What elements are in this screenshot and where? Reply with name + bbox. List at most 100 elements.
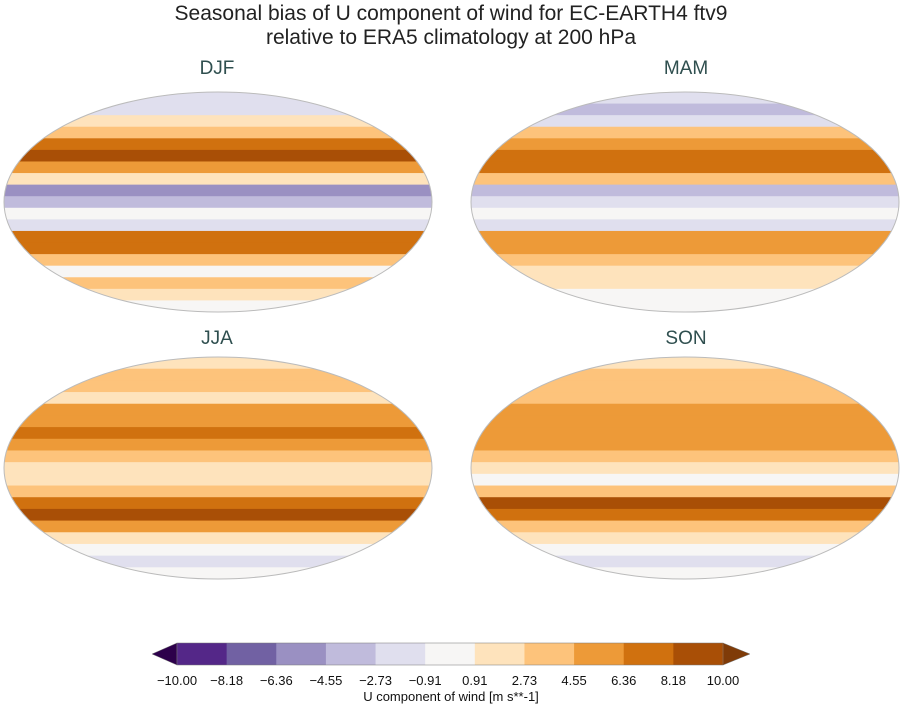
map-jja	[3, 356, 433, 580]
colorbar	[151, 642, 751, 666]
bias-band	[4, 415, 432, 428]
bias-band	[4, 438, 432, 452]
map-djf	[3, 91, 433, 313]
bias-band	[471, 567, 899, 579]
bias-band	[4, 357, 432, 370]
bias-band	[471, 173, 899, 186]
bias-band	[471, 242, 899, 255]
figure-title-line1: Seasonal bias of U component of wind for…	[174, 2, 728, 25]
colorbar-tick-label: −10.00	[156, 673, 198, 688]
panel-title-djf: DJF	[199, 58, 235, 79]
bias-band	[4, 450, 432, 463]
bias-band	[4, 277, 432, 290]
bias-band	[4, 392, 432, 405]
bias-band	[471, 126, 899, 139]
colorbar-tick-label: −4.55	[309, 673, 343, 688]
bias-band	[471, 520, 899, 533]
colorbar-tick-label: −2.73	[359, 673, 392, 688]
bias-band	[4, 288, 432, 302]
colorbar-extend-min	[151, 642, 178, 666]
panel-title-son: SON	[665, 328, 707, 349]
bias-band	[4, 473, 432, 487]
bias-band	[4, 230, 432, 244]
colorbar-segment	[574, 643, 625, 665]
bias-band	[471, 357, 899, 370]
colorbar-segment	[673, 643, 724, 665]
bias-band	[4, 161, 432, 174]
bias-band	[4, 368, 432, 381]
colorbar-tick-label: 6.36	[611, 673, 637, 688]
map-boundary	[3, 356, 433, 580]
bias-band	[471, 427, 899, 440]
bias-band	[471, 138, 899, 151]
bias-band	[4, 265, 432, 278]
colorbar-segment	[474, 643, 525, 665]
panel-title-mam: MAM	[663, 58, 709, 79]
bias-band	[471, 508, 899, 522]
bias-band	[4, 520, 432, 533]
colorbar-tick-label: 8.18	[660, 673, 687, 688]
bias-band	[4, 555, 432, 568]
map-boundary	[470, 91, 900, 313]
bias-band	[4, 497, 432, 510]
bias-band	[4, 242, 432, 255]
bias-band	[4, 219, 432, 232]
bias-band	[4, 543, 432, 557]
colorbar-tick-label: −8.18	[210, 673, 244, 688]
colorbar-segment	[276, 643, 327, 665]
bias-band	[471, 380, 899, 393]
bias-band	[4, 115, 432, 128]
bias-band	[471, 450, 899, 463]
bias-band	[4, 532, 432, 545]
bias-band	[471, 196, 899, 209]
bias-band	[4, 149, 432, 163]
bias-band	[471, 438, 899, 452]
bias-band	[471, 532, 899, 545]
bias-band	[4, 103, 432, 116]
colorbar-tick-label: −6.36	[259, 673, 293, 688]
colorbar-segment	[226, 643, 277, 665]
bias-band	[4, 173, 432, 186]
colorbar-segment	[623, 643, 674, 665]
map-boundary	[470, 356, 900, 580]
bias-band	[4, 92, 432, 105]
colorbar-segment	[425, 643, 476, 665]
bias-band	[4, 462, 432, 475]
bias-band	[471, 230, 899, 244]
bias-band	[471, 485, 899, 498]
bias-band	[471, 161, 899, 174]
bias-band	[4, 207, 432, 220]
bias-band	[4, 427, 432, 440]
bias-band	[471, 254, 899, 267]
bias-band	[471, 277, 899, 290]
bias-band	[471, 207, 899, 220]
bias-band	[4, 184, 432, 197]
colorbar-extend-max	[722, 642, 751, 666]
bias-band	[4, 254, 432, 267]
colorbar-tick-label: 2.73	[511, 673, 538, 688]
bias-band	[4, 508, 432, 522]
bias-band	[471, 368, 899, 381]
map-son	[470, 356, 900, 580]
bias-band	[471, 149, 899, 163]
panel-title-jja: JJA	[201, 328, 233, 349]
bias-band	[4, 300, 432, 312]
bias-band	[4, 403, 432, 417]
map-boundary	[3, 91, 433, 313]
bias-band	[471, 473, 899, 487]
bias-band	[471, 462, 899, 475]
bias-band	[471, 555, 899, 568]
bias-band	[4, 567, 432, 579]
bias-band	[471, 415, 899, 428]
colorbar-segment	[325, 643, 377, 665]
colorbar-segment	[177, 643, 228, 665]
bias-band	[4, 196, 432, 209]
bias-band	[471, 497, 899, 510]
bias-band	[4, 138, 432, 151]
colorbar-tick-label: −0.91	[408, 673, 442, 688]
bias-band	[4, 485, 432, 498]
figure-title-line2: relative to ERA5 climatology at 200 hPa	[265, 26, 637, 49]
bias-band	[471, 543, 899, 557]
bias-band	[471, 184, 899, 197]
bias-band	[471, 103, 899, 116]
